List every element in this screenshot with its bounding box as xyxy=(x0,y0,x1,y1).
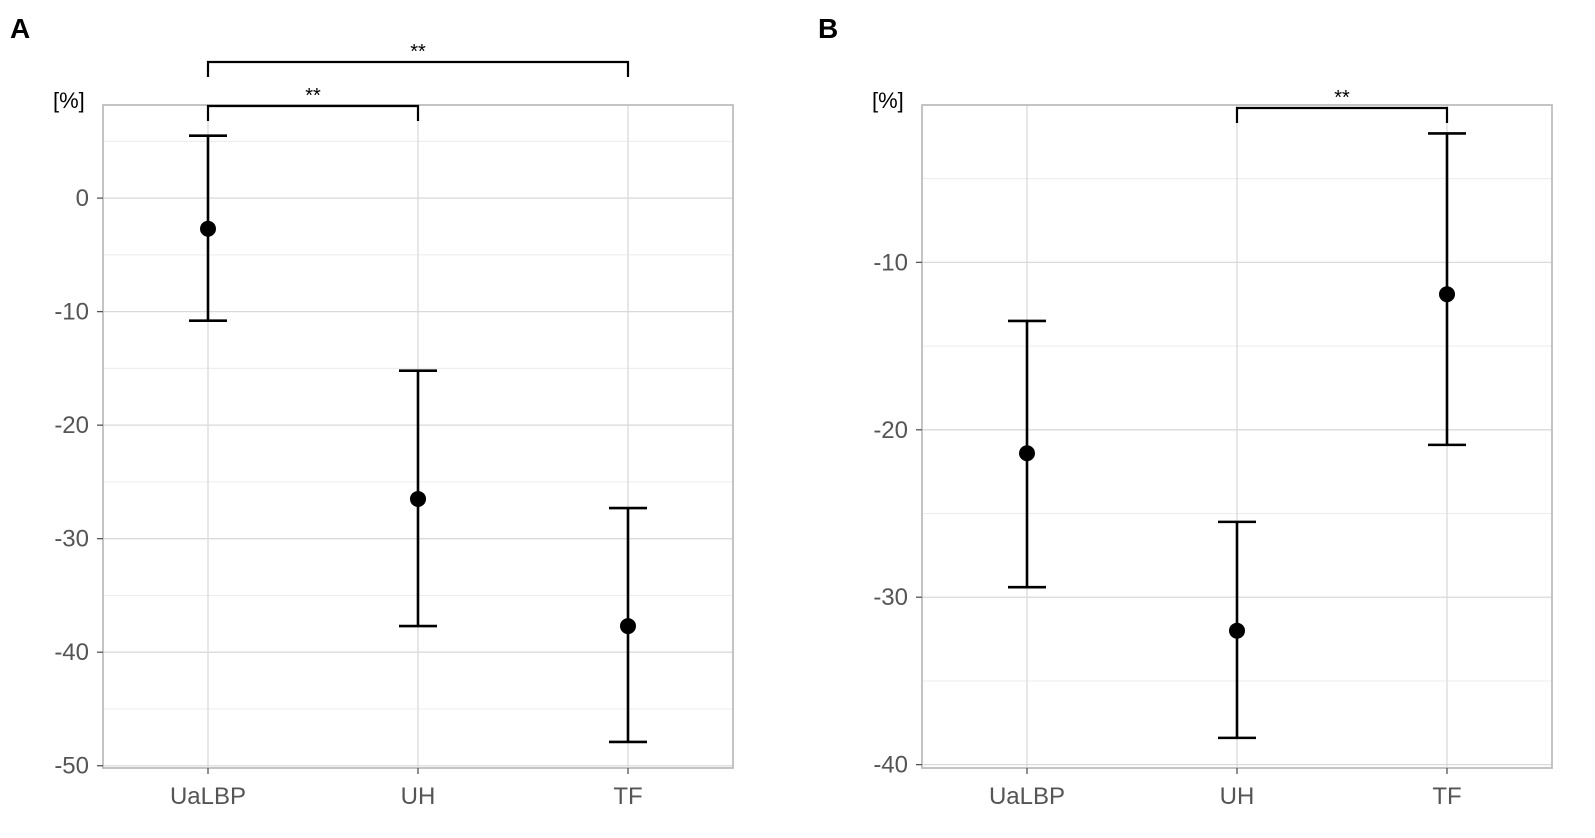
mean-point-UaLBP xyxy=(200,220,216,237)
y-unit-label: [%] xyxy=(872,88,904,113)
mean-point-TF xyxy=(1439,286,1455,303)
panel-b: -10 -20 -30 -40 UaLBP UH TF [%] B ** xyxy=(818,13,1553,810)
x-tick-label: UH xyxy=(401,783,436,810)
y-tick-label: -30 xyxy=(873,584,908,611)
y-tick-label: -40 xyxy=(873,752,908,779)
y-tick-label: -20 xyxy=(54,412,89,439)
significance-bracket xyxy=(206,60,630,77)
significance-label: ** xyxy=(1334,87,1350,109)
mean-point-UaLBP xyxy=(1019,445,1035,462)
panel-label: B xyxy=(818,13,838,44)
y-tick-label: -40 xyxy=(54,639,89,666)
mean-point-UH xyxy=(410,490,426,507)
y-tick-label: 0 xyxy=(76,185,89,212)
significance-label: ** xyxy=(305,85,321,107)
mean-point-TF xyxy=(620,618,636,635)
significance-bracket xyxy=(206,104,420,121)
y-tick-label: -10 xyxy=(873,249,908,276)
y-unit-label: [%] xyxy=(53,88,85,113)
mean-point-UH xyxy=(1229,622,1245,639)
significance-bracket xyxy=(1235,106,1449,123)
x-tick-label: UaLBP xyxy=(989,783,1065,810)
panel-a: 0 -10 -20 -30 -40 -50 UaLBP UH TF [%] A ** ** xyxy=(10,13,734,810)
significance-label: ** xyxy=(410,41,426,63)
y-tick-label: -10 xyxy=(54,299,89,326)
y-tick-label: -30 xyxy=(54,526,89,553)
y-tick-label: -50 xyxy=(54,753,89,780)
y-tick-label: -20 xyxy=(873,417,908,444)
x-tick-label: TF xyxy=(613,783,642,810)
x-tick-label: UH xyxy=(1220,783,1255,810)
x-tick-label: TF xyxy=(1432,783,1461,810)
x-tick-label: UaLBP xyxy=(170,783,246,810)
panel-label: A xyxy=(10,13,30,44)
